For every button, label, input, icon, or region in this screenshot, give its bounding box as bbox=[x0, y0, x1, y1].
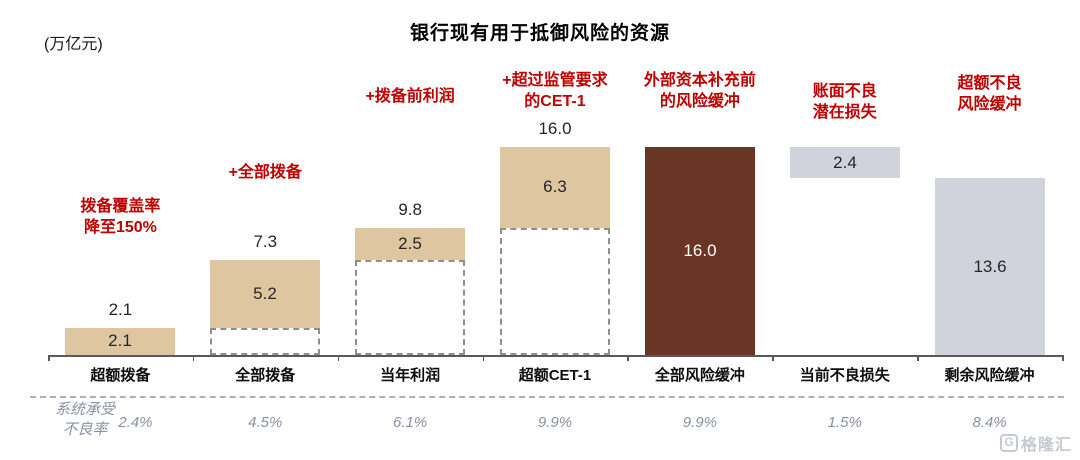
bar-total-label: 2.1 bbox=[108, 299, 133, 319]
x-axis-tick bbox=[1062, 355, 1064, 361]
annotation-line: +拨备前利润 bbox=[365, 88, 455, 105]
x-axis-category-label: 全部拨备 bbox=[235, 367, 296, 384]
npl-percentage-value: 4.5% bbox=[248, 414, 283, 431]
watermark: G 格隆汇 bbox=[999, 431, 1072, 455]
x-axis-line bbox=[48, 355, 1062, 357]
annotation-line: 降至150% bbox=[83, 219, 157, 237]
x-axis-tick bbox=[772, 355, 774, 361]
x-axis-category-label: 当年利润 bbox=[380, 367, 441, 384]
bar-value-label: 16.0 bbox=[683, 241, 717, 260]
npl-row-label-line2: 不良率 bbox=[62, 421, 108, 439]
annotation-全部拨备: +全部拨备 bbox=[183, 162, 348, 183]
carryover-dashed-box bbox=[500, 227, 610, 355]
x-axis-category-label: 剩余风险缓冲 bbox=[944, 367, 1035, 384]
annotation-line: 外部资本补充前 bbox=[643, 72, 756, 89]
annotation-line: 拨备覆盖率 bbox=[80, 198, 161, 215]
carryover-dashed-box bbox=[355, 260, 465, 355]
bar-value-label: 2.5 bbox=[398, 233, 422, 253]
bar-segment-全部拨备: 5.2 bbox=[210, 260, 320, 328]
annotation-超额CET-1: +超过监管要求 的CET-1 bbox=[473, 70, 638, 112]
annotation-line: 的风险缓冲 bbox=[659, 93, 740, 111]
chart-title: 银行现有用于抵御风险的资源 bbox=[409, 23, 670, 44]
x-axis-tick bbox=[192, 355, 195, 361]
npl-percentage-value: 8.4% bbox=[972, 414, 1007, 431]
annotation-line: 超额不良 bbox=[957, 75, 1022, 92]
x-axis-tick bbox=[48, 355, 50, 361]
x-axis-tick bbox=[337, 355, 340, 361]
bar-segment-当年利润: 2.5 bbox=[355, 227, 465, 261]
bar-segment-全部风险缓冲: 16.0 bbox=[645, 147, 755, 355]
npl-row-label-line1: 系统承受 bbox=[54, 401, 115, 418]
bar-segment-当前不良损失: 2.4 bbox=[790, 147, 900, 179]
watermark-text: 格隆汇 bbox=[1020, 437, 1072, 454]
bar-value-label: 2.4 bbox=[833, 152, 857, 172]
x-axis-category-label: 当前不良损失 bbox=[799, 367, 890, 384]
x-axis-tick bbox=[482, 355, 485, 361]
x-axis-tick bbox=[917, 355, 919, 361]
annotation-line: 账面不良 bbox=[812, 83, 877, 100]
annotation-line: 潜在损失 bbox=[812, 104, 877, 122]
annotation-当年利润: +拨备前利润 bbox=[328, 86, 493, 107]
bar-total-label: 7.3 bbox=[253, 232, 278, 252]
annotation-全部风险缓冲: 外部资本补充前 的风险缓冲 bbox=[617, 70, 782, 112]
annotation-剩余风险缓冲: 超额不良 风险缓冲 bbox=[907, 73, 1072, 115]
carryover-dashed-box bbox=[210, 327, 320, 355]
watermark-logo-icon: G bbox=[999, 434, 1018, 452]
npl-percentage-value: 6.1% bbox=[393, 414, 428, 431]
npl-percentage-value: 9.9% bbox=[682, 414, 717, 431]
x-axis-category-label: 超额CET-1 bbox=[518, 367, 592, 384]
bar-value-label: 13.6 bbox=[973, 256, 1007, 276]
annotation-line: 的CET-1 bbox=[524, 93, 586, 111]
bar-segment-超额CET-1: 6.3 bbox=[500, 147, 610, 228]
bar-value-label: 5.2 bbox=[253, 283, 277, 303]
bar-segment-剩余风险缓冲: 13.6 bbox=[935, 178, 1045, 355]
annotation-line: +全部拨备 bbox=[228, 164, 302, 181]
bar-value-label: 6.3 bbox=[543, 177, 567, 197]
annotation-line: 风险缓冲 bbox=[957, 96, 1022, 114]
x-axis-tick bbox=[627, 355, 629, 361]
npl-percentage-value: 2.4% bbox=[118, 414, 153, 431]
npl-percentage-value: 9.9% bbox=[537, 414, 573, 431]
annotation-当前不良损失: 账面不良 潜在损失 bbox=[762, 81, 927, 123]
x-axis-category-label: 全部风险缓冲 bbox=[654, 367, 745, 384]
bar-value-label: 2.1 bbox=[108, 331, 132, 351]
y-axis-unit-label: (万亿元) bbox=[44, 36, 103, 53]
bar-total-label: 16.0 bbox=[538, 119, 572, 138]
npl-row-label: 系统承受 不良率 bbox=[30, 400, 140, 441]
x-axis-category-label: 超额拨备 bbox=[90, 367, 151, 384]
annotation-超额拨备: 拨备覆盖率降至150% bbox=[38, 196, 203, 238]
bar-segment-超额拨备: 2.1 bbox=[65, 327, 175, 355]
bar-total-label: 9.8 bbox=[398, 199, 422, 219]
npl-percentage-value: 1.5% bbox=[827, 414, 862, 431]
annotation-line: +超过监管要求 bbox=[502, 72, 608, 89]
dashed-separator-line bbox=[30, 396, 1064, 398]
